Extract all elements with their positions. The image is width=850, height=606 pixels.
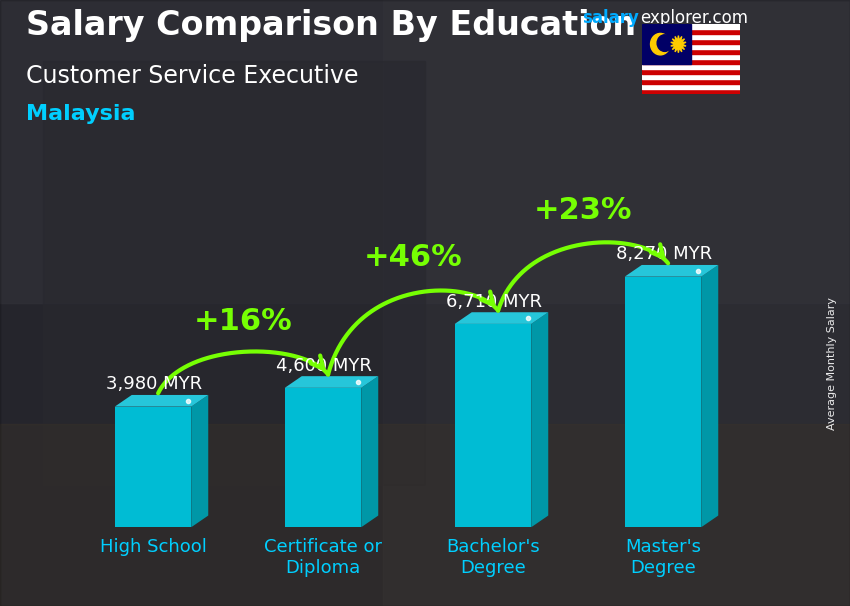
- Bar: [642, 24, 690, 64]
- Bar: [0, 0, 850, 303]
- Circle shape: [657, 35, 672, 52]
- Polygon shape: [671, 36, 686, 53]
- Text: Average Monthly Salary: Average Monthly Salary: [827, 297, 837, 430]
- Bar: [642, 69, 740, 74]
- Bar: [642, 79, 740, 84]
- Polygon shape: [285, 388, 361, 527]
- Bar: [642, 34, 740, 39]
- Text: +23%: +23%: [534, 196, 632, 225]
- Bar: [0, 424, 850, 606]
- Polygon shape: [625, 276, 701, 527]
- Text: 3,980 MYR: 3,980 MYR: [106, 375, 202, 393]
- Bar: [642, 64, 740, 69]
- Text: 6,710 MYR: 6,710 MYR: [446, 293, 542, 310]
- Bar: [642, 49, 740, 54]
- Text: Customer Service Executive: Customer Service Executive: [26, 64, 358, 88]
- Polygon shape: [455, 312, 548, 324]
- Bar: [642, 24, 740, 29]
- Polygon shape: [285, 376, 378, 388]
- Text: salary: salary: [582, 9, 639, 27]
- Text: 8,270 MYR: 8,270 MYR: [616, 245, 712, 263]
- Polygon shape: [115, 395, 208, 407]
- Polygon shape: [701, 265, 718, 527]
- Text: explorer.com: explorer.com: [640, 9, 748, 27]
- Bar: [382, 0, 850, 606]
- Bar: [642, 54, 740, 59]
- Polygon shape: [625, 265, 718, 276]
- Polygon shape: [361, 376, 378, 527]
- Polygon shape: [191, 395, 208, 527]
- Circle shape: [650, 33, 670, 55]
- Bar: [642, 59, 740, 64]
- Bar: [642, 89, 740, 94]
- Text: +16%: +16%: [194, 307, 292, 336]
- Bar: [642, 44, 740, 49]
- Polygon shape: [531, 312, 548, 527]
- Polygon shape: [115, 407, 191, 527]
- Bar: [42, 61, 425, 485]
- Bar: [642, 29, 740, 34]
- Bar: [642, 74, 740, 79]
- Bar: [642, 39, 740, 44]
- Text: Malaysia: Malaysia: [26, 104, 135, 124]
- Bar: [642, 84, 740, 89]
- Text: +46%: +46%: [364, 243, 462, 272]
- Text: Salary Comparison By Education: Salary Comparison By Education: [26, 9, 636, 42]
- Polygon shape: [455, 324, 531, 527]
- Text: 4,600 MYR: 4,600 MYR: [276, 356, 372, 375]
